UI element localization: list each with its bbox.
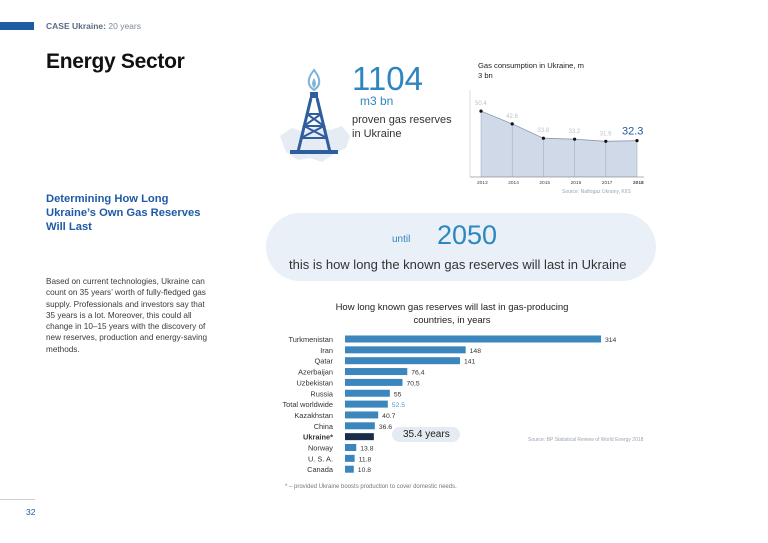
consumption-x-tick: 2016	[571, 180, 582, 186]
consumption-point	[541, 136, 545, 140]
reserves-bar	[345, 335, 601, 343]
reserves-chart-source: Source: BP Statistical Review of World E…	[528, 437, 644, 443]
reserves-bar	[345, 346, 466, 354]
reserves-category-label: Kazakhstan	[294, 411, 333, 420]
consumption-line	[480, 110, 638, 142]
reserves-category-label: U. S. A.	[308, 454, 333, 463]
reserves-unit: m3 bn	[360, 94, 394, 108]
header-accent-bar	[0, 22, 34, 30]
consumption-point	[573, 137, 577, 141]
reserves-bar	[345, 444, 357, 451]
gas-rig-icon	[280, 68, 350, 162]
reserves-category-label: Ukraine*	[303, 433, 333, 442]
reserves-value-label: 52.5	[392, 402, 405, 409]
reserves-value-label: 70,5	[406, 380, 419, 387]
header-brand: CASE Ukraine: 20 years	[46, 21, 141, 31]
reserves-bar	[345, 411, 379, 419]
reserves-category-label: Norway	[308, 444, 333, 453]
reserves-description: proven gas reserves in Ukraine	[352, 114, 452, 140]
reserves-value-label: 13.8	[360, 446, 373, 453]
reserves-value-label: 55	[394, 391, 402, 398]
header-brand-name: CASE Ukraine:	[46, 21, 106, 31]
reserves-category-label: Total worldwide	[282, 400, 333, 409]
reserves-category-label: Canada	[307, 465, 334, 474]
reserves-bar	[345, 389, 390, 397]
reserves-value-label: 10.8	[358, 467, 371, 474]
forecast-banner	[266, 213, 656, 281]
reserves-chart-title: How long known gas reserves will last in…	[335, 302, 569, 326]
consumption-point	[510, 122, 514, 126]
footer-divider	[0, 499, 35, 500]
reserves-value-label: 141	[464, 359, 476, 366]
consumption-value-label: 32.3	[622, 126, 643, 138]
ukraine-callout-text: 35.4 years	[403, 429, 450, 440]
reserves-bar-chart: Turkmenistan 314 Iran 148 Qatar 141 Azerbaijan…	[282, 335, 617, 474]
reserves-value-label: 11.8	[359, 456, 372, 463]
banner-text: this is how long the known gas reserves …	[289, 257, 627, 272]
reserves-value-label: 148	[470, 348, 482, 355]
consumption-value-label: 42.6	[506, 114, 518, 120]
reserves-bar	[345, 422, 375, 430]
banner-until-label: until	[392, 234, 411, 245]
banner-year: 2050	[437, 220, 498, 250]
consumption-x-tick: 2014	[508, 180, 519, 186]
consumption-point	[635, 139, 639, 143]
consumption-value-label: 31.9	[600, 131, 612, 137]
reserves-category-label: Iran	[320, 346, 333, 355]
reserves-category-label: Russia	[310, 389, 333, 398]
header-tagline: 20 years	[108, 21, 141, 31]
consumption-value-label: 33.8	[537, 128, 549, 134]
reserves-bar	[345, 378, 403, 386]
footnote: * – provided Ukraine boosts production t…	[285, 484, 457, 490]
consumption-x-tick: 2015	[539, 180, 550, 186]
consumption-chart-source: Source: Naftogaz Ukrainy, KIIS	[562, 189, 631, 195]
reserves-category-label: Azerbaijan	[298, 368, 333, 377]
page-number: 32	[26, 507, 36, 517]
reserves-bar	[345, 368, 408, 376]
consumption-chart: 50.4 2013 42.6 2014 33.8 2015 33.2 2016 31.9 2017…	[469, 90, 644, 186]
reserves-bar	[345, 454, 355, 462]
reserves-category-label: Qatar	[315, 357, 334, 366]
body-paragraph: Based on current technologies, Ukraine c…	[46, 277, 208, 354]
consumption-x-tick: 2017	[602, 180, 613, 186]
consumption-point	[479, 109, 483, 113]
consumption-value-label: 33.2	[569, 129, 581, 135]
reserves-value-label: 76,4	[411, 370, 424, 377]
page-title: Energy Sector	[46, 50, 185, 73]
ukraine-callout-bubble	[392, 427, 460, 442]
reserves-value-label: 36.6	[379, 424, 392, 431]
reserves-category-label: China	[314, 422, 334, 431]
reserves-category-label: Uzbekistan	[296, 378, 333, 387]
reserves-value-label: 314	[605, 337, 617, 344]
reserves-bar	[345, 465, 354, 473]
reserves-category-label: Turkmenistan	[289, 335, 334, 344]
consumption-chart-title: Gas consumption in Ukraine, m 3 bn	[478, 61, 584, 80]
consumption-x-tick: 2018	[633, 180, 644, 186]
consumption-value-label: 50.4	[475, 101, 487, 107]
reserves-value: 1104	[352, 60, 423, 97]
reserves-bar	[345, 433, 374, 441]
consumption-point	[604, 139, 608, 143]
consumption-x-tick: 2013	[477, 180, 488, 186]
reserves-bar	[345, 357, 460, 365]
reserves-bar	[345, 400, 388, 408]
section-heading: Determining How Long Ukraine’s Own Gas R…	[46, 193, 201, 233]
reserves-value-label: 40.7	[382, 413, 395, 420]
